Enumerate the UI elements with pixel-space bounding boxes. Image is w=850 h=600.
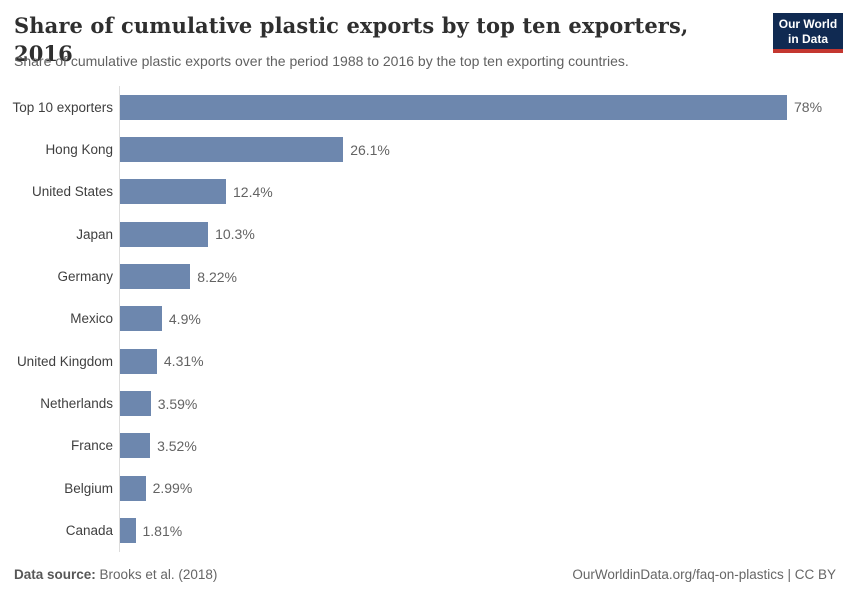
owid-logo-line1: Our World [778,17,838,31]
bar-row: France 3.52% [0,425,850,467]
bar[interactable] [120,348,157,374]
bar-row: Canada 1.81% [0,509,850,551]
category-label: Hong Kong [45,142,113,158]
value-label: 10.3% [215,226,255,243]
data-source-value: Brooks et al. (2018) [99,567,218,582]
bar[interactable] [120,179,226,205]
bar[interactable] [120,475,146,501]
category-label: Canada [65,523,113,539]
bar-rows: Top 10 exporters 78% Hong Kong 26.1% United … [0,86,850,552]
value-label: 1.81% [142,522,183,539]
value-label: 3.52% [157,437,197,454]
category-label: France [70,438,113,454]
bar[interactable] [120,433,151,459]
bar-area: 1.81% [120,509,850,551]
data-source: Data source: Brooks et al. (2018) [14,567,217,582]
category-label: Belgium [64,480,113,496]
bar[interactable] [120,391,151,417]
value-label: 12.4% [233,183,273,200]
chart-subtitle: Share of cumulative plastic exports over… [14,53,629,69]
bar[interactable] [120,137,344,163]
bar[interactable] [120,264,191,290]
value-label: 4.31% [163,353,204,370]
bar-row: Hong Kong 26.1% [0,128,850,170]
bar-area: 4.9% [120,298,850,340]
category-label: Top 10 exporters [12,99,113,115]
footer-link[interactable]: OurWorldinData.org/faq-on-plastics | CC … [572,567,836,582]
bar[interactable] [120,518,136,544]
owid-logo-line2: in Data [787,31,828,46]
category-label: United Kingdom [16,353,113,369]
chart-title: Share of cumulative plastic exports by t… [14,13,689,66]
bar-area: 2.99% [120,467,850,509]
category-label: Japan [76,226,113,242]
bar-area: 10.3% [120,213,850,255]
value-label: 78% [794,99,823,116]
y-axis-line [119,86,120,552]
bar-area: 4.31% [120,340,850,382]
category-label: Germany [57,269,113,285]
category-label: United States [31,184,113,200]
bar-chart: Top 10 exporters 78% Hong Kong 26.1% United … [0,86,850,552]
bar-area: 3.59% [120,382,850,424]
value-label: 8.22% [197,268,237,285]
bar-row: Belgium 2.99% [0,467,850,509]
category-label: Mexico [70,311,113,327]
bar-row: United States 12.4% [0,171,850,213]
bar-area: 26.1% [120,128,850,170]
value-label: 4.9% [168,310,201,327]
value-label: 3.59% [157,395,198,412]
bar-area: 78% [120,86,850,128]
owid-logo[interactable]: Our World in Data [773,13,843,53]
bar[interactable] [120,221,209,247]
category-label: Netherlands [40,396,113,412]
bar-row: Japan 10.3% [0,213,850,255]
bar-row: Germany 8.22% [0,255,850,297]
value-label: 2.99% [152,480,193,497]
data-source-label: Data source: [14,567,96,582]
bar-row: Top 10 exporters 78% [0,86,850,128]
bar[interactable] [120,94,787,120]
value-label: 26.1% [350,141,390,158]
bar-area: 8.22% [120,255,850,297]
bar[interactable] [120,306,162,332]
chart-footer: Data source: Brooks et al. (2018) OurWor… [14,567,836,582]
bar-row: Mexico 4.9% [0,298,850,340]
bar-row: United Kingdom 4.31% [0,340,850,382]
bar-area: 12.4% [120,171,850,213]
bar-area: 3.52% [120,425,850,467]
owid-logo-red-bar [773,49,843,53]
bar-row: Netherlands 3.59% [0,382,850,424]
